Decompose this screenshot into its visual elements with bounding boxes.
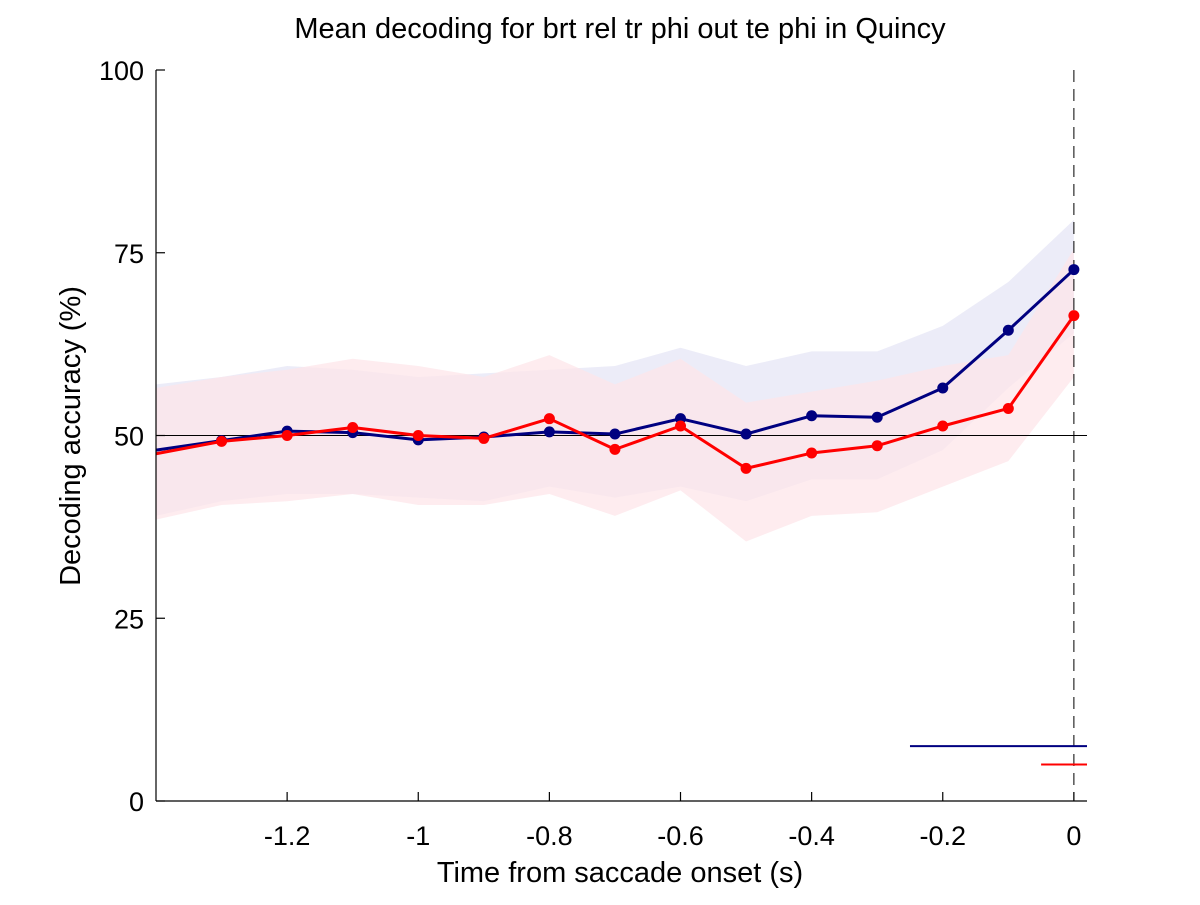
x-tick-label-6: 0 xyxy=(1066,821,1081,851)
x-tick-label-2: -0.8 xyxy=(526,821,573,851)
series-0-point-6 xyxy=(543,426,555,438)
series-1-point-14 xyxy=(1068,310,1080,322)
series-1-point-11 xyxy=(871,440,883,452)
significance-bars xyxy=(909,745,1087,766)
x-tick-label-1: -1 xyxy=(406,821,430,851)
series-1-point-12 xyxy=(937,420,949,432)
reference-lines xyxy=(156,70,1087,801)
ticks: -1.2 -1 -0.8 -0.6 -0.4 -0.2 0 0 25 50 75 100 xyxy=(99,56,1081,851)
y-tick-label-4: 100 xyxy=(99,56,144,86)
series-1-point-5 xyxy=(478,432,490,444)
y-tick-label-3: 75 xyxy=(114,239,144,269)
series-1-point-10 xyxy=(806,447,818,459)
series-0-point-10 xyxy=(806,410,818,422)
x-axis-label: Time from saccade onset (s) xyxy=(437,857,803,889)
series-0-point-12 xyxy=(937,382,949,394)
y-tick-label-0: 0 xyxy=(129,787,144,817)
x-tick-label-3: -0.6 xyxy=(657,821,704,851)
series-1-point-13 xyxy=(1002,402,1014,414)
series-1-point-6 xyxy=(543,413,555,425)
series-lines xyxy=(155,264,1080,474)
confidence-bands xyxy=(156,219,1074,542)
series-1-point-1 xyxy=(216,435,228,447)
series-1-point-4 xyxy=(412,430,424,441)
y-tick-label-2: 50 xyxy=(114,422,144,452)
series-1-point-2 xyxy=(281,430,293,441)
series-0-point-9 xyxy=(740,428,752,440)
y-axis-label: Decoding accuracy (%) xyxy=(55,286,87,586)
confidence-band-1 xyxy=(156,249,1074,542)
x-tick-label-4: -0.4 xyxy=(788,821,835,851)
chart-title: Mean decoding for brt rel tr phi out te … xyxy=(294,13,946,45)
x-tick-label-5: -0.2 xyxy=(919,821,966,851)
series-1-point-3 xyxy=(347,421,359,433)
series-0-point-7 xyxy=(609,428,621,440)
x-tick-label-0: -1.2 xyxy=(264,821,311,851)
y-tick-label-1: 25 xyxy=(114,604,144,634)
series-0-point-11 xyxy=(871,411,883,423)
series-1-point-7 xyxy=(609,443,621,455)
series-0-point-13 xyxy=(1002,324,1014,336)
series-1-point-8 xyxy=(675,420,687,432)
series-1-point-9 xyxy=(740,462,752,474)
series-0-point-14 xyxy=(1068,264,1080,276)
